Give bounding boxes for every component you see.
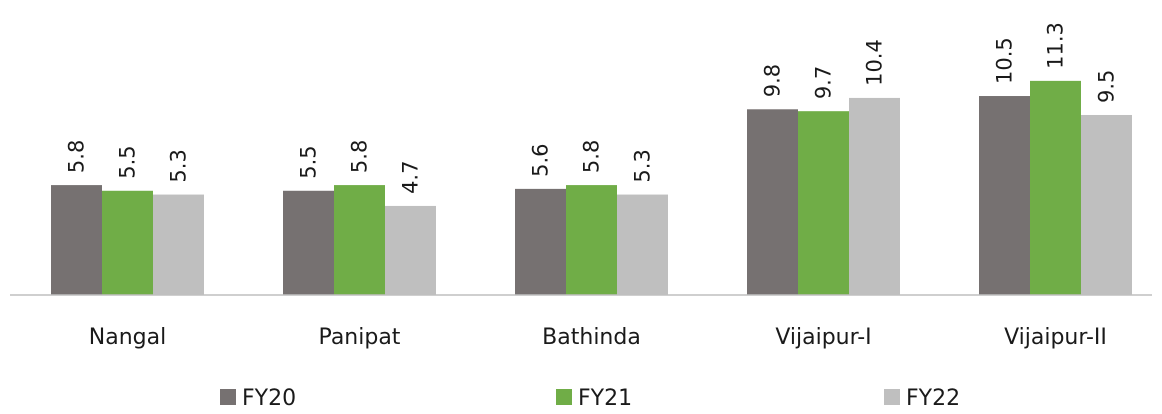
bar-panipat-fy21 (334, 185, 385, 295)
legend-item-fy21: FY21 (556, 386, 632, 411)
legend-swatch (884, 389, 900, 405)
bar-bathinda-fy22 (617, 194, 668, 295)
bar-bathinda-fy21 (566, 185, 617, 295)
data-label: 10.5 (993, 37, 1017, 84)
data-label: 5.8 (65, 140, 89, 173)
data-label: 5.6 (529, 143, 553, 176)
bar-panipat-fy20 (283, 190, 334, 295)
data-label: 5.5 (116, 145, 140, 178)
data-label: 9.7 (812, 66, 836, 99)
category-label: Bathinda (542, 325, 641, 350)
category-label: Panipat (319, 325, 401, 350)
category-label: Nangal (89, 325, 166, 350)
legend-label: FY20 (242, 386, 296, 411)
data-labels-group: 5.8 5.5 5.3 5.5 5.8 4.7 5.6 5.8 5.3 9.8 9.7 10.4 10.… (65, 22, 1119, 194)
category-labels-group: Nangal Panipat Bathinda Vijaipur-I Vijaipur-… (89, 325, 1107, 350)
legend-swatch (556, 389, 572, 405)
data-label: 10.4 (863, 39, 887, 86)
legend-item-fy22: FY22 (884, 386, 960, 411)
data-label: 5.8 (580, 140, 604, 173)
data-label: 5.8 (348, 140, 372, 173)
bar-vijaipur-ii-fy20 (979, 96, 1030, 296)
bar-bathinda-fy20 (515, 188, 566, 295)
data-label: 9.5 (1095, 70, 1119, 103)
bar-nangal-fy22 (153, 194, 204, 295)
legend-label: FY21 (578, 386, 632, 411)
data-label: 5.3 (631, 149, 655, 182)
bar-vijaipur-ii-fy21 (1030, 80, 1081, 296)
data-label: 11.3 (1044, 22, 1068, 69)
bar-vijaipur-ii-fy22 (1081, 114, 1132, 295)
legend-swatch (220, 389, 236, 405)
bar-panipat-fy22 (385, 205, 436, 295)
bar-vijaipur-i-fy21 (798, 111, 849, 295)
data-label: 9.8 (761, 64, 785, 97)
legend-label: FY22 (906, 386, 960, 411)
legend: FY20 FY21 FY22 (220, 386, 960, 411)
bar-vijaipur-i-fy20 (747, 109, 798, 295)
bars-group (51, 80, 1132, 296)
data-label: 5.3 (167, 149, 191, 182)
data-label: 5.5 (297, 145, 321, 178)
category-label: Vijaipur-I (775, 325, 871, 350)
category-label: Vijaipur-II (1004, 325, 1107, 350)
data-label: 4.7 (399, 161, 423, 194)
bar-vijaipur-i-fy22 (849, 97, 900, 295)
legend-item-fy20: FY20 (220, 386, 296, 411)
bar-nangal-fy20 (51, 185, 102, 295)
bar-nangal-fy21 (102, 190, 153, 295)
